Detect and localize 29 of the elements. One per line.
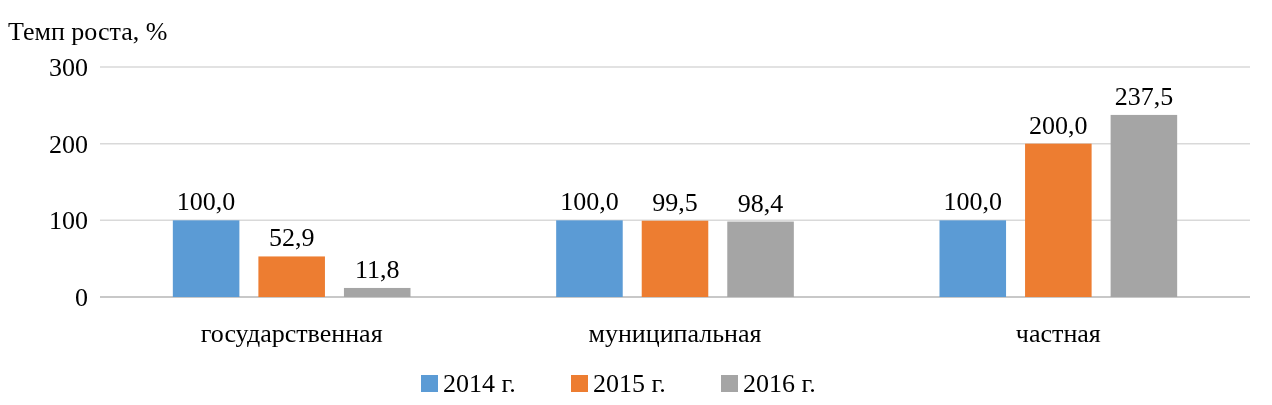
- data-label: 98,4: [737, 188, 784, 218]
- bar: [1025, 143, 1092, 297]
- y-tick-label: 300: [49, 53, 88, 83]
- legend-label: 2016 г.: [743, 369, 816, 398]
- bar: [939, 220, 1007, 297]
- legend-label: 2014 г.: [443, 369, 516, 398]
- x-tick-label: государственная: [200, 319, 383, 348]
- x-tick-label: частная: [1015, 319, 1101, 348]
- bar: [727, 221, 794, 297]
- y-tick-label: 200: [49, 129, 88, 159]
- bar: [641, 220, 709, 297]
- data-label: 99,5: [652, 187, 698, 217]
- x-tick-label: муниципальная: [588, 319, 762, 348]
- data-label: 100,0: [560, 187, 619, 217]
- data-label: 52,9: [268, 223, 315, 253]
- y-tick-label: 0: [75, 283, 88, 313]
- data-label: 237,5: [1114, 81, 1174, 111]
- data-label: 200,0: [1029, 110, 1088, 140]
- legend-label: 2015 г.: [593, 369, 666, 398]
- bar: [343, 287, 411, 297]
- y-axis-title: Темп роста, %: [8, 17, 168, 46]
- data-label: 11,8: [354, 254, 400, 284]
- bar: [1110, 114, 1178, 297]
- bar: [258, 256, 325, 297]
- data-label: 100,0: [176, 187, 236, 217]
- y-tick-label: 100: [49, 206, 88, 236]
- bar: [172, 220, 240, 297]
- bar: [556, 220, 623, 297]
- data-label: 100,0: [943, 187, 1003, 217]
